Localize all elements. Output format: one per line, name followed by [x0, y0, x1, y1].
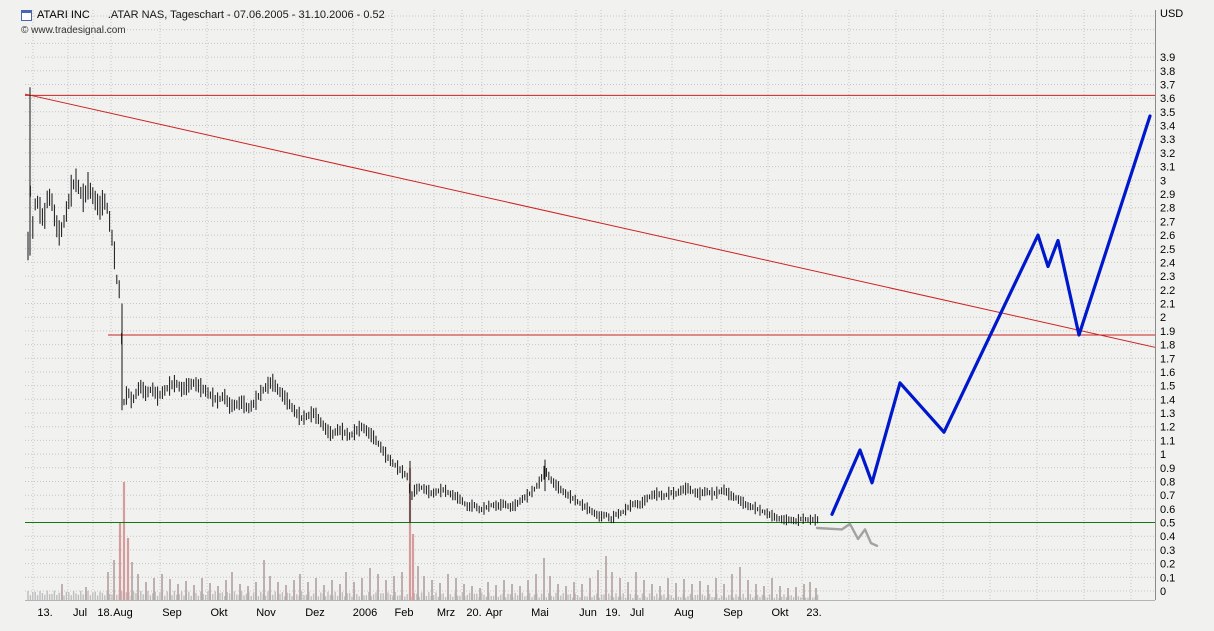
- y-axis-tick-label: 1.3: [1160, 408, 1175, 420]
- y-axis-tick-label: 2.3: [1160, 271, 1175, 283]
- x-axis-tick-label: Sep: [162, 607, 182, 619]
- x-axis-tick-label: 2006: [353, 607, 377, 619]
- y-axis-tick-label: 2: [1160, 312, 1166, 324]
- blue-projection-line[interactable]: [830, 114, 1152, 516]
- x-axis-tick-label: Apr: [485, 607, 502, 619]
- y-axis-tick-label: 0: [1160, 586, 1166, 598]
- x-axis-tick-label: Dez: [305, 607, 325, 619]
- y-axis-tick-label: 0.9: [1160, 463, 1175, 475]
- y-axis-tick-label: 1.5: [1160, 381, 1175, 393]
- y-axis-tick-label: 2.5: [1160, 244, 1175, 256]
- y-axis-tick-label: 2.4: [1160, 257, 1175, 269]
- horizontal-gridlines: [25, 15, 1155, 592]
- x-axis-tick-label: Aug: [674, 607, 694, 619]
- y-axis-tick-label: 2.1: [1160, 299, 1175, 311]
- y-axis-tick-label: 0.8: [1160, 477, 1175, 489]
- y-axis-tick-label: 3: [1160, 175, 1166, 187]
- x-axis-tick-label: Aug: [113, 607, 133, 619]
- x-axis-tick-label: Sep: [723, 607, 743, 619]
- y-axis-tick-label: 0.2: [1160, 559, 1175, 571]
- y-axis-tick-label: 2.9: [1160, 189, 1175, 201]
- x-axis-tick-label: 19.: [605, 607, 620, 619]
- y-axis-tick-label: 3.9: [1160, 52, 1175, 64]
- y-axis-unit-label: USD: [1160, 8, 1183, 20]
- y-axis-tick-label: 0.5: [1160, 518, 1175, 530]
- y-axis-tick-label: 0.1: [1160, 572, 1175, 584]
- x-axis-tick-label: 18.: [97, 607, 112, 619]
- y-axis-tick-label: 0.6: [1160, 504, 1175, 516]
- y-axis-tick-label: 1: [1160, 449, 1166, 461]
- y-axis-tick-label: 1.9: [1160, 326, 1175, 338]
- x-axis-tick-label: Mai: [531, 607, 549, 619]
- x-axis-tick-label: Nov: [256, 607, 276, 619]
- x-axis-tick-label: Mrz: [437, 607, 455, 619]
- y-axis-tick-label: 2.8: [1160, 203, 1175, 215]
- y-axis-tick-label: 1.2: [1160, 422, 1175, 434]
- y-axis-tick-label: 2.2: [1160, 285, 1175, 297]
- gray-projection-line[interactable]: [815, 522, 879, 547]
- y-axis-tick-label: 0.7: [1160, 490, 1175, 502]
- volume-accent-bars: [118, 468, 415, 600]
- y-axis-tick-label: 2.6: [1160, 230, 1175, 242]
- y-axis-tick-label: 3.5: [1160, 107, 1175, 119]
- x-axis-tick-label: Okt: [210, 607, 227, 619]
- x-axis-tick-label: Jul: [630, 607, 644, 619]
- y-axis-tick-label: 0.4: [1160, 531, 1175, 543]
- y-axis-tick-label: 3.8: [1160, 66, 1175, 78]
- y-axis-tick-label: 0.3: [1160, 545, 1175, 557]
- y-axis-tick-label: 3.7: [1160, 80, 1175, 92]
- x-axis-tick-label: Feb: [395, 607, 414, 619]
- y-axis-tick-label: 3.1: [1160, 162, 1175, 174]
- x-axis-tick-label: 23.: [806, 607, 821, 619]
- descending-trendline[interactable]: [24, 93, 1156, 348]
- x-axis-tick-label: 13.: [37, 607, 52, 619]
- y-axis-tick-label: 3.6: [1160, 93, 1175, 105]
- x-axis-tick-label: Okt: [771, 607, 788, 619]
- y-axis-tick-label: 1.7: [1160, 353, 1175, 365]
- volume-spike-bars: [61, 556, 817, 600]
- x-axis-tick-label: 20.: [466, 607, 481, 619]
- y-axis-tick-label: 1.6: [1160, 367, 1175, 379]
- y-axis-tick-label: 3.3: [1160, 134, 1175, 146]
- y-axis-tick-label: 2.7: [1160, 216, 1175, 228]
- x-axis-tick-label: Jun: [579, 607, 597, 619]
- y-axis-tick-label: 3.4: [1160, 121, 1175, 133]
- ohlc-price-bars: [27, 87, 819, 526]
- y-axis-tick-label: 1.4: [1160, 394, 1175, 406]
- vertical-gridlines: [32, 10, 1132, 600]
- y-axis-tick-label: 3.2: [1160, 148, 1175, 160]
- y-axis-tick-label: 1.8: [1160, 340, 1175, 352]
- y-axis-tick-label: 1.1: [1160, 435, 1175, 447]
- x-axis-tick-label: Jul: [73, 607, 87, 619]
